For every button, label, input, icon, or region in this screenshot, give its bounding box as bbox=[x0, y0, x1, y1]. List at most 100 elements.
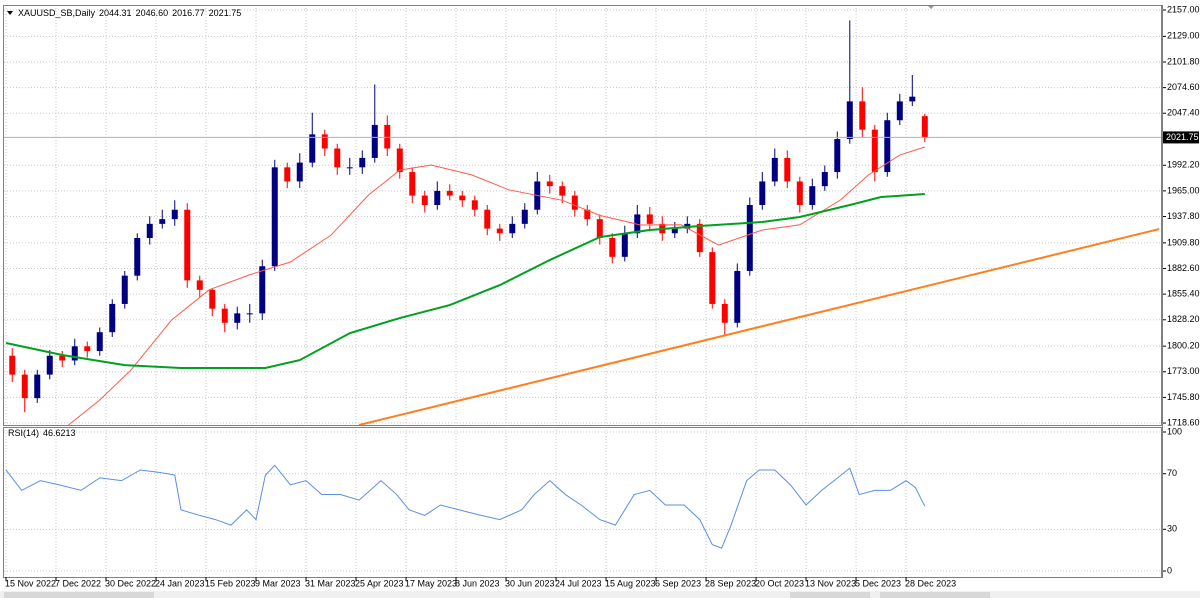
price-axis-background bbox=[1162, 0, 1200, 590]
chart-header: XAUUSD_SB,Daily 2044.31 2046.60 2016.77 2021… bbox=[18, 8, 241, 18]
last-price-label: 2021.75 bbox=[1166, 132, 1199, 142]
candle-body bbox=[721, 303, 728, 323]
candle-body bbox=[646, 214, 653, 224]
y-tick-label: 1855.40 bbox=[1167, 289, 1200, 299]
y-tick-label: 100 bbox=[1167, 426, 1182, 436]
candle-body bbox=[709, 252, 716, 304]
candle-body bbox=[459, 195, 466, 201]
candle-body bbox=[359, 157, 366, 168]
grid-layer bbox=[4, 5, 1162, 577]
main-pane-frame bbox=[3, 5, 1162, 426]
candle-body bbox=[209, 289, 216, 309]
tab[interactable] bbox=[880, 592, 990, 598]
candle-body bbox=[184, 209, 191, 281]
candle-body bbox=[371, 124, 378, 158]
candle-body bbox=[596, 219, 603, 238]
candle-body bbox=[734, 270, 741, 323]
y-tick-label: 1965.00 bbox=[1167, 185, 1200, 195]
y-tick-label: 2074.60 bbox=[1167, 82, 1200, 92]
candle-body bbox=[571, 195, 578, 210]
y-tick-label: 1773.00 bbox=[1167, 366, 1200, 376]
candle-body bbox=[509, 223, 516, 234]
y-tick-label: 1882.60 bbox=[1167, 263, 1200, 273]
candle-body bbox=[559, 186, 566, 196]
candle-body bbox=[346, 167, 353, 169]
x-tick-label: 6 Sep 2023 bbox=[655, 578, 701, 588]
indicator-line bbox=[68, 146, 925, 426]
candle-body bbox=[84, 346, 91, 352]
candle-body bbox=[46, 355, 53, 375]
y-tick-label: 1992.20 bbox=[1167, 160, 1200, 170]
candle-body bbox=[246, 313, 253, 315]
candle-body bbox=[896, 101, 903, 121]
candle-body bbox=[671, 228, 678, 234]
candle-body bbox=[259, 266, 266, 314]
y-tick-label: 1718.60 bbox=[1167, 417, 1200, 427]
y-tick-label: 2129.00 bbox=[1167, 31, 1200, 41]
candle-body bbox=[434, 190, 441, 206]
x-tick-label: 28 Sep 2023 bbox=[705, 578, 756, 588]
candle-body bbox=[796, 181, 803, 206]
candle-body bbox=[196, 280, 203, 290]
candle-body bbox=[71, 346, 78, 361]
tab[interactable] bbox=[4, 592, 154, 598]
x-tick-label: 28 Dec 2023 bbox=[905, 578, 956, 588]
candle-body bbox=[834, 139, 841, 173]
y-tick-label: 2157.00 bbox=[1167, 4, 1200, 14]
x-tick-label: 15 Nov 2022 bbox=[5, 578, 56, 588]
candle-body bbox=[234, 313, 241, 323]
candle-body bbox=[496, 228, 503, 234]
candle-body bbox=[159, 219, 166, 224]
x-tick-label: 13 Nov 2023 bbox=[805, 578, 856, 588]
candle-body bbox=[771, 157, 778, 182]
candle-body bbox=[296, 162, 303, 182]
candle-body bbox=[96, 332, 103, 352]
candle-body bbox=[384, 124, 391, 149]
y-tick-label: 30 bbox=[1167, 524, 1177, 534]
candle-body bbox=[621, 233, 628, 257]
tab[interactable] bbox=[790, 592, 870, 598]
candle-body bbox=[221, 308, 228, 323]
rsi-line bbox=[5, 464, 926, 549]
candle-body bbox=[121, 275, 128, 304]
y-tick-label: 2047.40 bbox=[1167, 108, 1200, 118]
candle-body bbox=[34, 374, 41, 399]
candle-body bbox=[746, 205, 753, 271]
x-tick-label: 8 Jun 2023 bbox=[455, 578, 500, 588]
candle-body bbox=[846, 101, 853, 140]
candle-body bbox=[909, 96, 916, 102]
x-tick-label: 5 Dec 2023 bbox=[855, 578, 901, 588]
x-tick-label: 30 Jun 2023 bbox=[505, 578, 555, 588]
candle-body bbox=[134, 237, 141, 276]
x-tick-label: 15 Aug 2023 bbox=[605, 578, 656, 588]
y-tick-label: 0 bbox=[1167, 565, 1172, 575]
candle-body bbox=[921, 116, 928, 138]
candle-body bbox=[59, 355, 66, 361]
quote-close: 2021.75 bbox=[209, 8, 242, 18]
candle-body bbox=[171, 209, 178, 220]
candle-body bbox=[696, 223, 703, 253]
candle-body bbox=[396, 148, 403, 173]
y-tick-label: 70 bbox=[1167, 468, 1177, 478]
rsi-header: RSI(14) 46.6213 bbox=[8, 428, 76, 438]
candle-body bbox=[271, 167, 278, 267]
symbol: XAUUSD_SB,Daily bbox=[18, 8, 96, 18]
candle-body bbox=[321, 134, 328, 149]
x-tick-label: 24 Jul 2023 bbox=[555, 578, 602, 588]
y-tick-label: 1800.20 bbox=[1167, 341, 1200, 351]
candle-body bbox=[584, 209, 591, 220]
indicator-line bbox=[358, 228, 1160, 426]
quote-open: 2044.31 bbox=[99, 8, 132, 18]
rsi-pane-frame bbox=[3, 427, 1162, 578]
candle-body bbox=[871, 129, 878, 173]
collapse-icon[interactable] bbox=[7, 11, 13, 15]
candle-body bbox=[759, 181, 766, 206]
quote-low: 2016.77 bbox=[172, 8, 205, 18]
rsi-title: RSI(14) bbox=[8, 428, 39, 438]
candle-body bbox=[409, 172, 416, 196]
y-tick-label: 2101.80 bbox=[1167, 56, 1200, 66]
quote-high: 2046.60 bbox=[136, 8, 169, 18]
last-price-tag bbox=[1163, 131, 1199, 144]
x-tick-label: 31 Mar 2023 bbox=[305, 578, 356, 588]
candle-body bbox=[609, 237, 616, 257]
